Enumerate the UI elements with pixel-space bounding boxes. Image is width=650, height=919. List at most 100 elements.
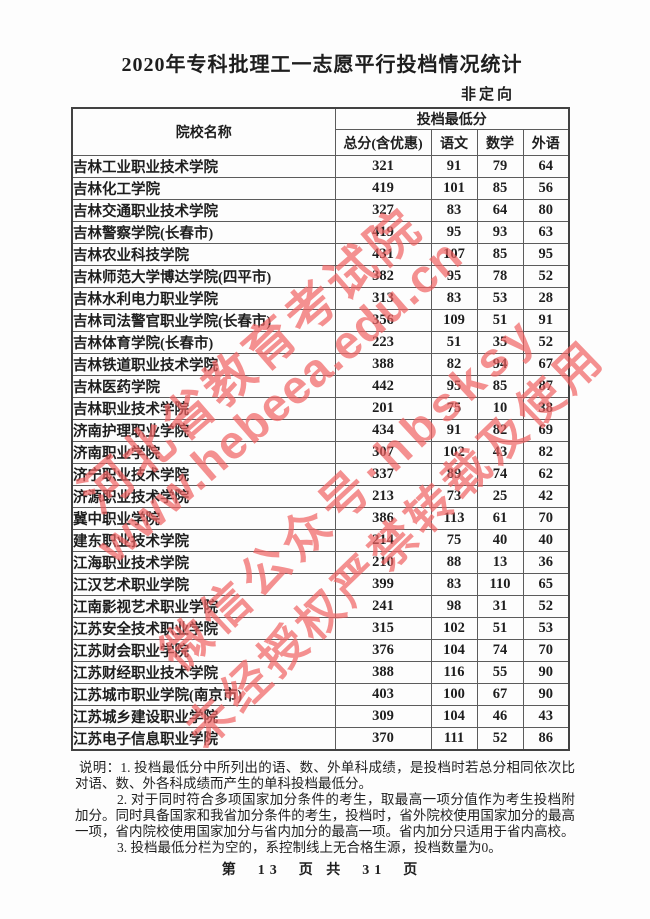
total-score-cell: 309: [334, 705, 432, 728]
chinese-score-cell: 109: [430, 309, 478, 332]
math-score-cell: 31: [476, 595, 524, 618]
math-score-cell: 110: [476, 573, 524, 596]
table-row: 吉林化工学院 419 101 85 56: [71, 177, 570, 200]
total-score-cell: 313: [334, 287, 432, 310]
college-name-cell: 吉林警察学院(长春市): [71, 221, 336, 244]
chinese-score-cell: 88: [430, 551, 478, 574]
math-score-cell: 74: [476, 463, 524, 486]
math-score-cell: 74: [476, 639, 524, 662]
note-1: 说明：1. 投档最低分中所列出的语、数、外单科成绩，是投档时若总分相同依次比对语…: [75, 760, 575, 791]
math-score-cell: 43: [476, 441, 524, 464]
college-name-cell: 吉林医药学院: [71, 375, 336, 398]
total-score-cell: 241: [334, 595, 432, 618]
total-score-cell: 214: [334, 529, 432, 552]
college-name-cell: 江苏财会职业学院: [71, 639, 336, 662]
orientation-label: 非定向: [461, 87, 516, 103]
total-score-cell: 201: [334, 397, 432, 420]
chinese-score-cell: 91: [430, 155, 478, 178]
college-name-cell: 吉林体育学院(长春市): [71, 331, 336, 354]
math-score-cell: 40: [476, 529, 524, 552]
chinese-score-cell: 73: [430, 485, 478, 508]
table-row: 吉林司法警官职业学院(长春市) 356 109 51 91: [71, 309, 570, 332]
total-score-cell: 356: [334, 309, 432, 332]
math-score-cell: 67: [476, 683, 524, 706]
chinese-score-cell: 111: [430, 727, 478, 751]
foreign-score-cell: 40: [522, 529, 570, 552]
foreign-score-cell: 52: [522, 595, 570, 618]
math-score-cell: 51: [476, 617, 524, 640]
table-row: 吉林职业技术学院 201 75 10 38: [71, 397, 570, 420]
chinese-score-cell: 107: [430, 243, 478, 266]
table-row: 江海职业技术学院 210 88 13 36: [71, 551, 570, 574]
chinese-score-cell: 89: [430, 463, 478, 486]
foreign-score-cell: 91: [522, 309, 570, 332]
total-score-cell: 419: [334, 177, 432, 200]
foreign-score-cell: 36: [522, 551, 570, 574]
table-row: 吉林铁道职业技术学院 388 82 94 67: [71, 353, 570, 376]
college-name-cell: 济源职业技术学院: [71, 485, 336, 508]
chinese-score-cell: 91: [430, 419, 478, 442]
math-score-cell: 52: [476, 727, 524, 751]
foreign-score-cell: 56: [522, 177, 570, 200]
total-score-cell: 431: [334, 243, 432, 266]
college-name-cell: 吉林司法警官职业学院(长春市): [71, 309, 336, 332]
foreign-score-cell: 64: [522, 155, 570, 178]
table-row: 江苏安全技术职业学院 315 102 51 53: [71, 617, 570, 640]
table-row: 江苏财经职业技术学院 388 116 55 90: [71, 661, 570, 684]
math-score-cell: 82: [476, 419, 524, 442]
total-score-header: 总分(含优惠): [334, 129, 432, 156]
note-2: 2. 对于同时符合多项国家加分条件的考生，取最高一项分值作为考生投档附加分。同时…: [75, 792, 575, 839]
foreign-score-cell: 80: [522, 199, 570, 222]
chinese-score-cell: 102: [430, 617, 478, 640]
total-score-cell: 442: [334, 375, 432, 398]
math-score-header: 数学: [476, 129, 524, 156]
college-name-cell: 江苏安全技术职业学院: [71, 617, 336, 640]
table-row: 济源职业技术学院 213 73 25 42: [71, 485, 570, 508]
chinese-score-cell: 116: [430, 661, 478, 684]
foreign-score-cell: 95: [522, 243, 570, 266]
table-row: 吉林师范大学博达学院(四平市) 382 95 78 52: [71, 265, 570, 288]
college-name-cell: 吉林交通职业技术学院: [71, 199, 336, 222]
foreign-score-cell: 62: [522, 463, 570, 486]
table-row: 济南护理职业学院 434 91 82 69: [71, 419, 570, 442]
college-name-cell: 济南职业学院: [71, 441, 336, 464]
table-row: 吉林警察学院(长春市) 419 95 93 63: [71, 221, 570, 244]
college-name-cell: 吉林化工学院: [71, 177, 336, 200]
chinese-score-cell: 102: [430, 441, 478, 464]
total-score-cell: 382: [334, 265, 432, 288]
foreign-score-cell: 63: [522, 221, 570, 244]
college-name-cell: 江苏城乡建设职业学院: [71, 705, 336, 728]
foreign-score-cell: 28: [522, 287, 570, 310]
college-name-cell: 吉林水利电力职业学院: [71, 287, 336, 310]
total-score-cell: 327: [334, 199, 432, 222]
math-score-cell: 79: [476, 155, 524, 178]
math-score-cell: 85: [476, 243, 524, 266]
table-row: 江汉艺术职业学院 399 83 110 65: [71, 573, 570, 596]
foreign-score-cell: 42: [522, 485, 570, 508]
foreign-score-header: 外语: [522, 129, 570, 156]
table-row: 冀中职业学院 386 113 61 70: [71, 507, 570, 530]
foreign-score-cell: 65: [522, 573, 570, 596]
total-score-cell: 315: [334, 617, 432, 640]
total-score-cell: 223: [334, 331, 432, 354]
math-score-cell: 93: [476, 221, 524, 244]
foreign-score-cell: 43: [522, 705, 570, 728]
chinese-score-cell: 101: [430, 177, 478, 200]
total-score-cell: 376: [334, 639, 432, 662]
table-row: 建东职业技术学院 214 75 40 40: [71, 529, 570, 552]
total-score-cell: 386: [334, 507, 432, 530]
college-name-cell: 吉林职业技术学院: [71, 397, 336, 420]
math-score-cell: 53: [476, 287, 524, 310]
math-score-cell: 13: [476, 551, 524, 574]
college-name-header: 院校名称: [71, 107, 336, 156]
page-title: 2020年专科批理工一志愿平行投档情况统计: [121, 54, 523, 76]
chinese-score-cell: 83: [430, 287, 478, 310]
total-score-cell: 210: [334, 551, 432, 574]
total-score-cell: 213: [334, 485, 432, 508]
college-name-cell: 吉林工业职业技术学院: [71, 155, 336, 178]
math-score-cell: 55: [476, 661, 524, 684]
foreign-score-cell: 70: [522, 639, 570, 662]
math-score-cell: 25: [476, 485, 524, 508]
foreign-score-cell: 86: [522, 727, 570, 751]
